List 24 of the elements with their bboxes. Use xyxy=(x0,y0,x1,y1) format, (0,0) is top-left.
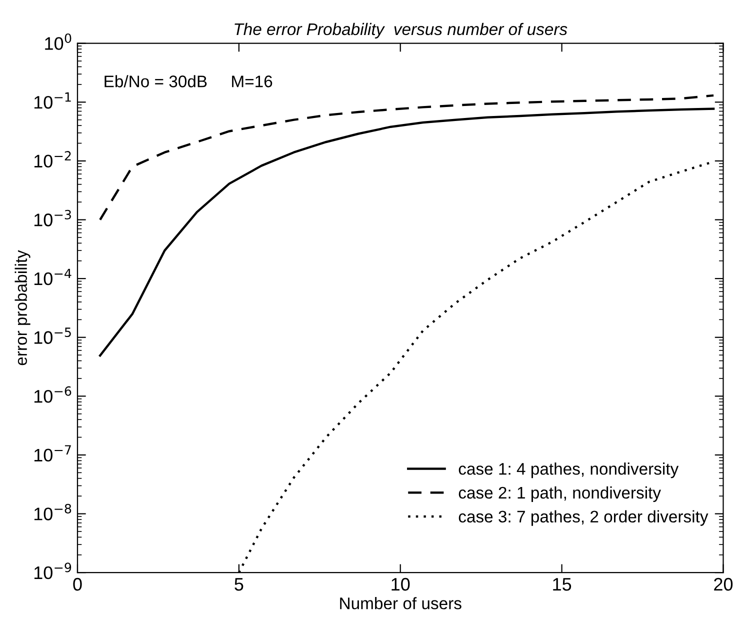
x-tick-label: 15 xyxy=(553,578,572,591)
y-tick-label: 10$^{−1}$ xyxy=(34,92,71,109)
x-tick-label: 5 xyxy=(234,578,244,591)
x-tick-label: 10 xyxy=(392,578,410,591)
line-series xyxy=(98,94,715,221)
y-tick-label: 10$^{−5}$ xyxy=(34,328,71,344)
y-axis-title: error probability xyxy=(14,250,30,366)
line-series xyxy=(98,108,715,357)
x-tick-label: 20 xyxy=(714,578,733,591)
y-tick-label: 10$^{−8}$ xyxy=(34,504,72,520)
legend-label: case 3: 7 pathes, 2 order diversity xyxy=(458,510,708,526)
chart-title: The error Probability versus number of users xyxy=(234,22,568,38)
y-tick-label: 10$^{−4}$ xyxy=(34,268,72,286)
y-tick-label: 10$^{−3}$ xyxy=(34,210,71,226)
legend-label: case 1: 4 pathes, nondiversity xyxy=(458,462,679,478)
x-axis-title: Number of users xyxy=(340,597,462,610)
y-tick-label: 10$^{−9}$ xyxy=(34,562,72,580)
annotation: Eb/No = 30dB M=16 xyxy=(104,75,272,88)
y-tick-label: 10$^{−6}$ xyxy=(34,386,72,403)
y-tick-label: 10$^{0}$ xyxy=(45,33,72,50)
y-tick-label: 10$^{−7}$ xyxy=(34,445,71,462)
x-tick-label: 0 xyxy=(73,578,82,591)
legend-label: case 2: 1 path, nondiversity xyxy=(458,486,661,502)
y-tick-label: 10$^{−2}$ xyxy=(34,151,71,168)
